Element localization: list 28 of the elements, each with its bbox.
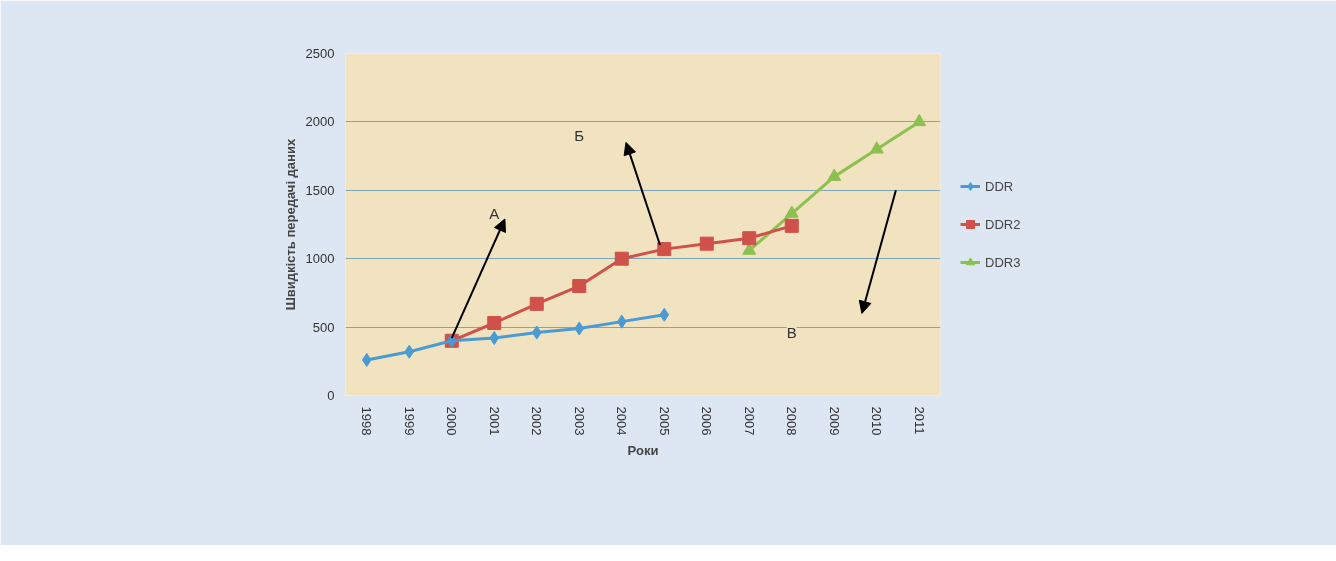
x-tick-label: 2004 — [614, 406, 630, 436]
y-tick-label: 500 — [312, 319, 335, 335]
y-tick-label: 1500 — [305, 182, 335, 198]
y-tick-label: 2500 — [305, 46, 335, 61]
y-axis-title: Швидкість передачі даних — [282, 138, 298, 311]
x-tick-label: 2007 — [741, 406, 757, 436]
legend-label: DDR3 — [985, 254, 1021, 270]
y-tick-label: 2000 — [305, 114, 335, 130]
legend-label: DDR2 — [985, 216, 1021, 232]
annotation: В — [786, 324, 797, 342]
x-tick-label: 2005 — [656, 406, 672, 436]
annotation: Б — [574, 127, 585, 145]
x-tick-label: 2011 — [911, 406, 927, 435]
x-tick-label: 2006 — [699, 406, 715, 436]
x-tick-label: 2002 — [529, 406, 545, 436]
x-tick-label: 2003 — [571, 406, 587, 436]
y-tick-label: 1000 — [305, 251, 335, 267]
x-axis-title: Роки — [627, 443, 659, 459]
x-tick-label: 2001 — [486, 406, 502, 436]
x-tick-label: 2009 — [826, 406, 842, 436]
x-tick-label: 2010 — [869, 406, 885, 436]
x-tick-label: 1999 — [401, 406, 417, 436]
x-tick-label: 1998 — [359, 406, 375, 436]
x-tick-label: 2008 — [784, 406, 800, 436]
x-tick-label: 2000 — [444, 406, 460, 436]
annotation: А — [489, 205, 500, 223]
y-tick-label: 0 — [327, 388, 335, 403]
legend-label: DDR — [985, 178, 1014, 194]
